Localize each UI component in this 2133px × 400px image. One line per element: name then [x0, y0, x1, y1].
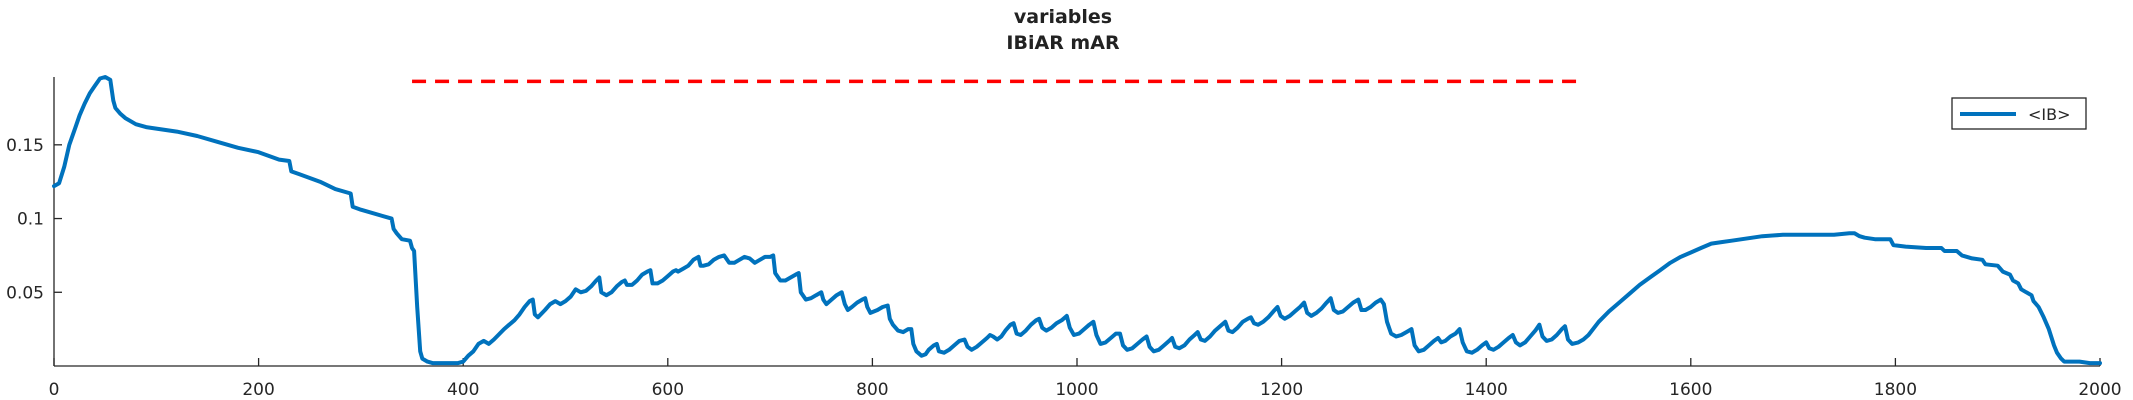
chart-title-line-2: IBiAR mAR [1006, 32, 1120, 54]
x-tick-label: 2000 [2078, 380, 2121, 400]
series-line-ib [52, 75, 2102, 366]
x-tick-label: 1600 [1669, 380, 1712, 400]
y-tick-label: 0.15 [6, 136, 44, 156]
y-ticks: 0.05 0.1 0.15 [6, 136, 62, 303]
legend-label-ib: <IB> [2028, 105, 2071, 124]
y-tick-label: 0.1 [17, 210, 44, 230]
x-tick-label: 1200 [1260, 380, 1303, 400]
legend: <IB> [1951, 97, 2087, 130]
x-tick-label: 200 [242, 380, 274, 400]
x-tick-label: 0 [49, 380, 60, 400]
x-tick-label: 400 [447, 380, 479, 400]
x-tick-label: 800 [856, 380, 888, 400]
x-tick-label: 1000 [1055, 380, 1098, 400]
chart-title-line-1: variables [1014, 6, 1112, 28]
x-tick-label: 600 [652, 380, 684, 400]
x-tick-label: 1400 [1465, 380, 1508, 400]
axes: 0 200 400 600 800 1000 1200 1400 1600 1800 2000 0.… [6, 77, 2122, 400]
x-ticks: 0 200 400 600 800 1000 1200 1400 1600 1800 2000 [49, 358, 2122, 400]
x-tick-label: 1800 [1874, 380, 1917, 400]
y-tick-label: 0.05 [6, 283, 44, 303]
